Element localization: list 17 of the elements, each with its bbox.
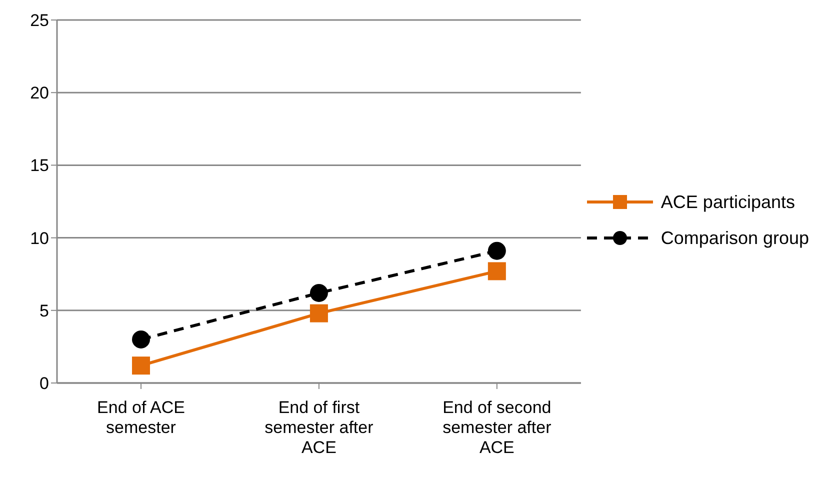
y-tick-label: 20 xyxy=(30,84,49,103)
point xyxy=(488,242,506,260)
point xyxy=(310,304,328,322)
point xyxy=(132,330,150,348)
y-tick-label: 0 xyxy=(40,374,49,394)
legend-label: Comparison group xyxy=(660,228,809,248)
x-tick-label: End of second semester after ACE xyxy=(442,398,552,457)
point xyxy=(310,284,328,302)
y-tick-label: 15 xyxy=(30,156,49,176)
x-tick-label: End of first semester after ACE xyxy=(264,398,374,457)
y-tick-label: 10 xyxy=(30,228,49,248)
point xyxy=(488,262,506,280)
legend-label: ACE participants xyxy=(660,192,795,212)
y-tick-label: 25 xyxy=(30,11,49,30)
y-tick-label: 5 xyxy=(40,301,49,320)
point xyxy=(132,356,150,375)
x-tick-label: End of ACE semester xyxy=(97,398,185,437)
